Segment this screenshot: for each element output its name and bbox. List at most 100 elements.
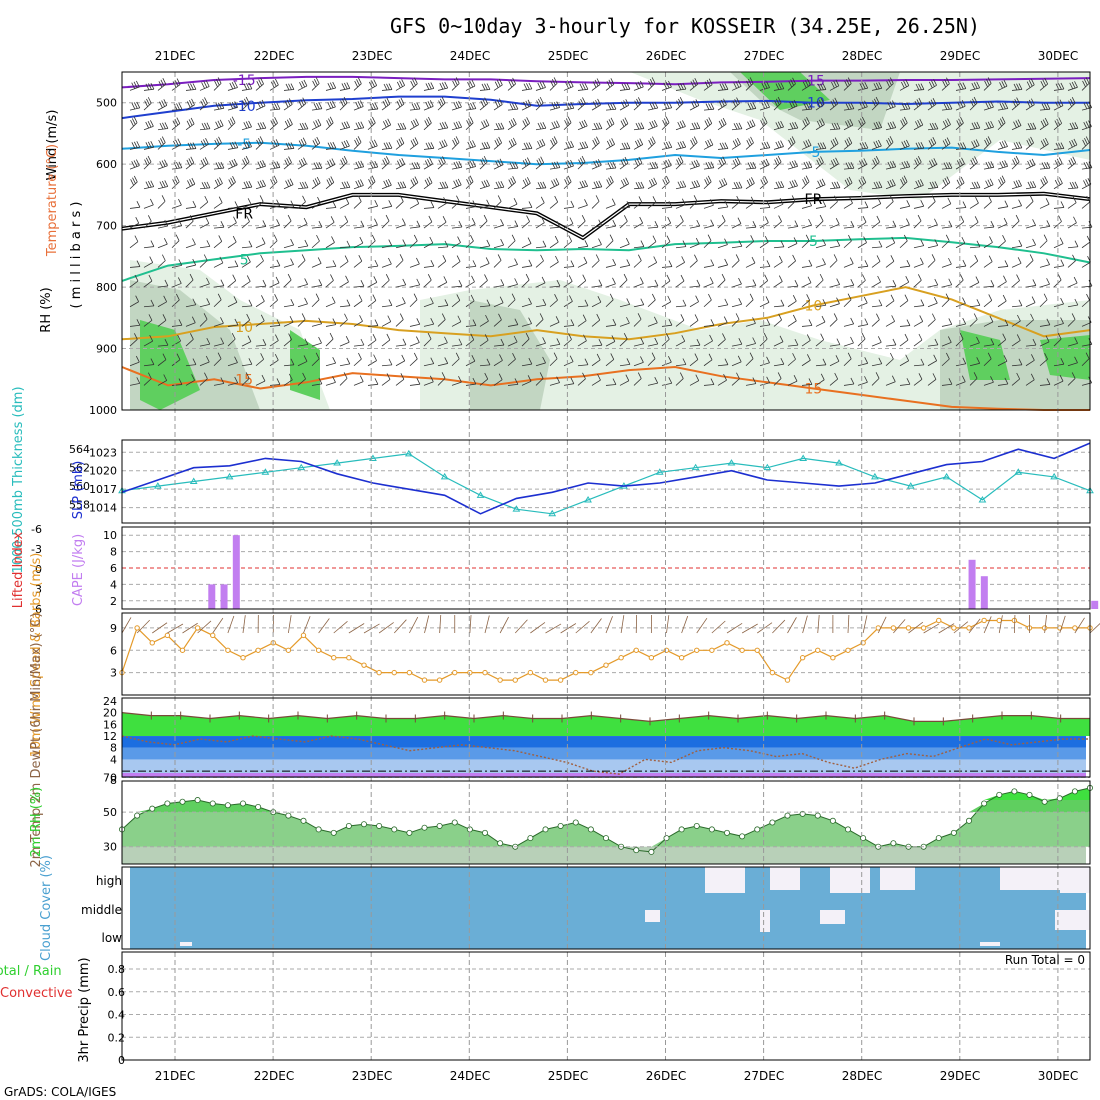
wind-speed-marker bbox=[618, 655, 624, 661]
wind-barb bbox=[269, 384, 280, 386]
wind-barb-feather bbox=[746, 80, 750, 88]
wind-barb-feather bbox=[343, 156, 348, 163]
wind-barb-feather bbox=[413, 234, 418, 242]
wind-barb-feather bbox=[522, 179, 527, 187]
wind-barb-feather bbox=[891, 315, 895, 322]
wind-barb-feather bbox=[961, 157, 965, 165]
wind-barb-feather bbox=[401, 158, 406, 165]
wind10m-barb bbox=[696, 617, 708, 634]
wind-barb bbox=[1039, 358, 1048, 367]
wind-barb-feather bbox=[933, 296, 938, 304]
wind-barb-feather bbox=[1046, 318, 1051, 325]
wind-barb bbox=[479, 305, 490, 308]
wind-barb-feather bbox=[313, 103, 318, 110]
wind-barb-feather bbox=[1060, 201, 1065, 208]
wind-barb-feather bbox=[1057, 273, 1062, 281]
wind-barb-feather bbox=[682, 180, 687, 187]
cape-bar bbox=[1091, 600, 1099, 609]
wind-barb bbox=[955, 338, 964, 347]
wind-barb bbox=[381, 220, 390, 229]
wind-barb bbox=[549, 358, 558, 367]
wind-barb bbox=[661, 222, 671, 229]
wind-barb-feather bbox=[903, 116, 908, 124]
wind-speed-marker bbox=[240, 655, 246, 661]
wind-barb bbox=[255, 359, 264, 367]
wind10m-barb bbox=[560, 623, 577, 634]
wind-barb-feather bbox=[1043, 293, 1048, 300]
wind-barb-feather bbox=[528, 201, 533, 208]
wind-barb bbox=[171, 225, 182, 229]
wind-barb-feather bbox=[610, 78, 615, 85]
wind-barb bbox=[339, 102, 348, 111]
wind-barb-feather bbox=[752, 317, 756, 324]
wind-barb-feather bbox=[373, 79, 378, 86]
wind-barb-feather bbox=[402, 122, 407, 130]
wind-barb-feather bbox=[808, 259, 813, 267]
wind-barb-feather bbox=[1074, 81, 1078, 88]
wind-barb-feather bbox=[299, 123, 304, 130]
wind-barb-feather bbox=[1071, 96, 1076, 104]
wind-barb-feather bbox=[144, 159, 148, 166]
wind-barb-feather bbox=[232, 235, 237, 243]
wind-barb bbox=[787, 83, 796, 91]
wind-barb-feather bbox=[273, 175, 278, 182]
wind-barb bbox=[647, 358, 656, 367]
wind10m-barb bbox=[1074, 617, 1085, 634]
wind-barb-feather bbox=[131, 161, 136, 168]
wind-barb-feather bbox=[1015, 214, 1020, 222]
wind-barb-feather bbox=[790, 79, 794, 86]
wind-barb-feather bbox=[246, 83, 250, 90]
rh2m-marker bbox=[1026, 791, 1033, 798]
thickness-marker bbox=[799, 454, 808, 461]
wind-barb bbox=[437, 319, 446, 327]
wind-barb-feather bbox=[640, 240, 645, 247]
wind-barb bbox=[283, 244, 294, 249]
wind-barb-feather bbox=[608, 119, 613, 126]
wind-barb-feather bbox=[346, 139, 350, 147]
wind-barb-feather bbox=[581, 120, 586, 128]
wind-barb-feather bbox=[290, 298, 295, 306]
wind-barb bbox=[507, 324, 518, 327]
thickness-marker bbox=[942, 472, 951, 480]
wind-barb bbox=[409, 299, 418, 308]
wind-barb bbox=[353, 381, 364, 386]
wind-barb-feather bbox=[651, 102, 656, 109]
wind-barb bbox=[661, 86, 672, 91]
wind-barb-feather bbox=[497, 254, 502, 261]
wind-barb-feather bbox=[414, 137, 419, 144]
wind-barb bbox=[171, 264, 182, 268]
wind-barb-feather bbox=[929, 160, 933, 167]
wind-barb bbox=[591, 319, 601, 327]
wind-barb bbox=[689, 225, 700, 229]
wind-barb-feather bbox=[219, 119, 224, 126]
wind-barb-feather bbox=[864, 318, 869, 325]
wind-barb bbox=[409, 226, 420, 229]
wind-barb-feather bbox=[987, 77, 992, 84]
wind-barb-feather bbox=[458, 280, 463, 287]
wind-barb bbox=[535, 342, 546, 347]
wind-barb-feather bbox=[976, 181, 981, 188]
wind-barb bbox=[297, 284, 308, 288]
wind-barb bbox=[381, 205, 392, 209]
wind-barb-feather bbox=[495, 160, 499, 168]
wind-barb-feather bbox=[864, 357, 869, 364]
wind-barb-feather bbox=[724, 200, 729, 208]
wind-barb-feather bbox=[414, 162, 418, 169]
wind-barb-feather bbox=[850, 162, 855, 169]
wind-barb bbox=[997, 206, 1008, 209]
wind-barb-feather bbox=[651, 136, 656, 143]
cloud-clear-high bbox=[1060, 867, 1090, 893]
wind-barb-feather bbox=[956, 160, 961, 167]
temperature-contour bbox=[121, 365, 1090, 411]
rh2m-marker bbox=[239, 800, 246, 807]
wind-barb bbox=[927, 302, 938, 308]
wind-barb-feather bbox=[752, 377, 757, 384]
wind-barb-feather bbox=[416, 220, 421, 228]
wind-barb-feather bbox=[318, 162, 323, 169]
wind-barb-feather bbox=[374, 199, 379, 207]
wind-barb-feather bbox=[399, 159, 403, 166]
wind-barb-feather bbox=[750, 162, 754, 169]
wind-barb-feather bbox=[469, 140, 474, 148]
wind-barb bbox=[507, 264, 518, 268]
